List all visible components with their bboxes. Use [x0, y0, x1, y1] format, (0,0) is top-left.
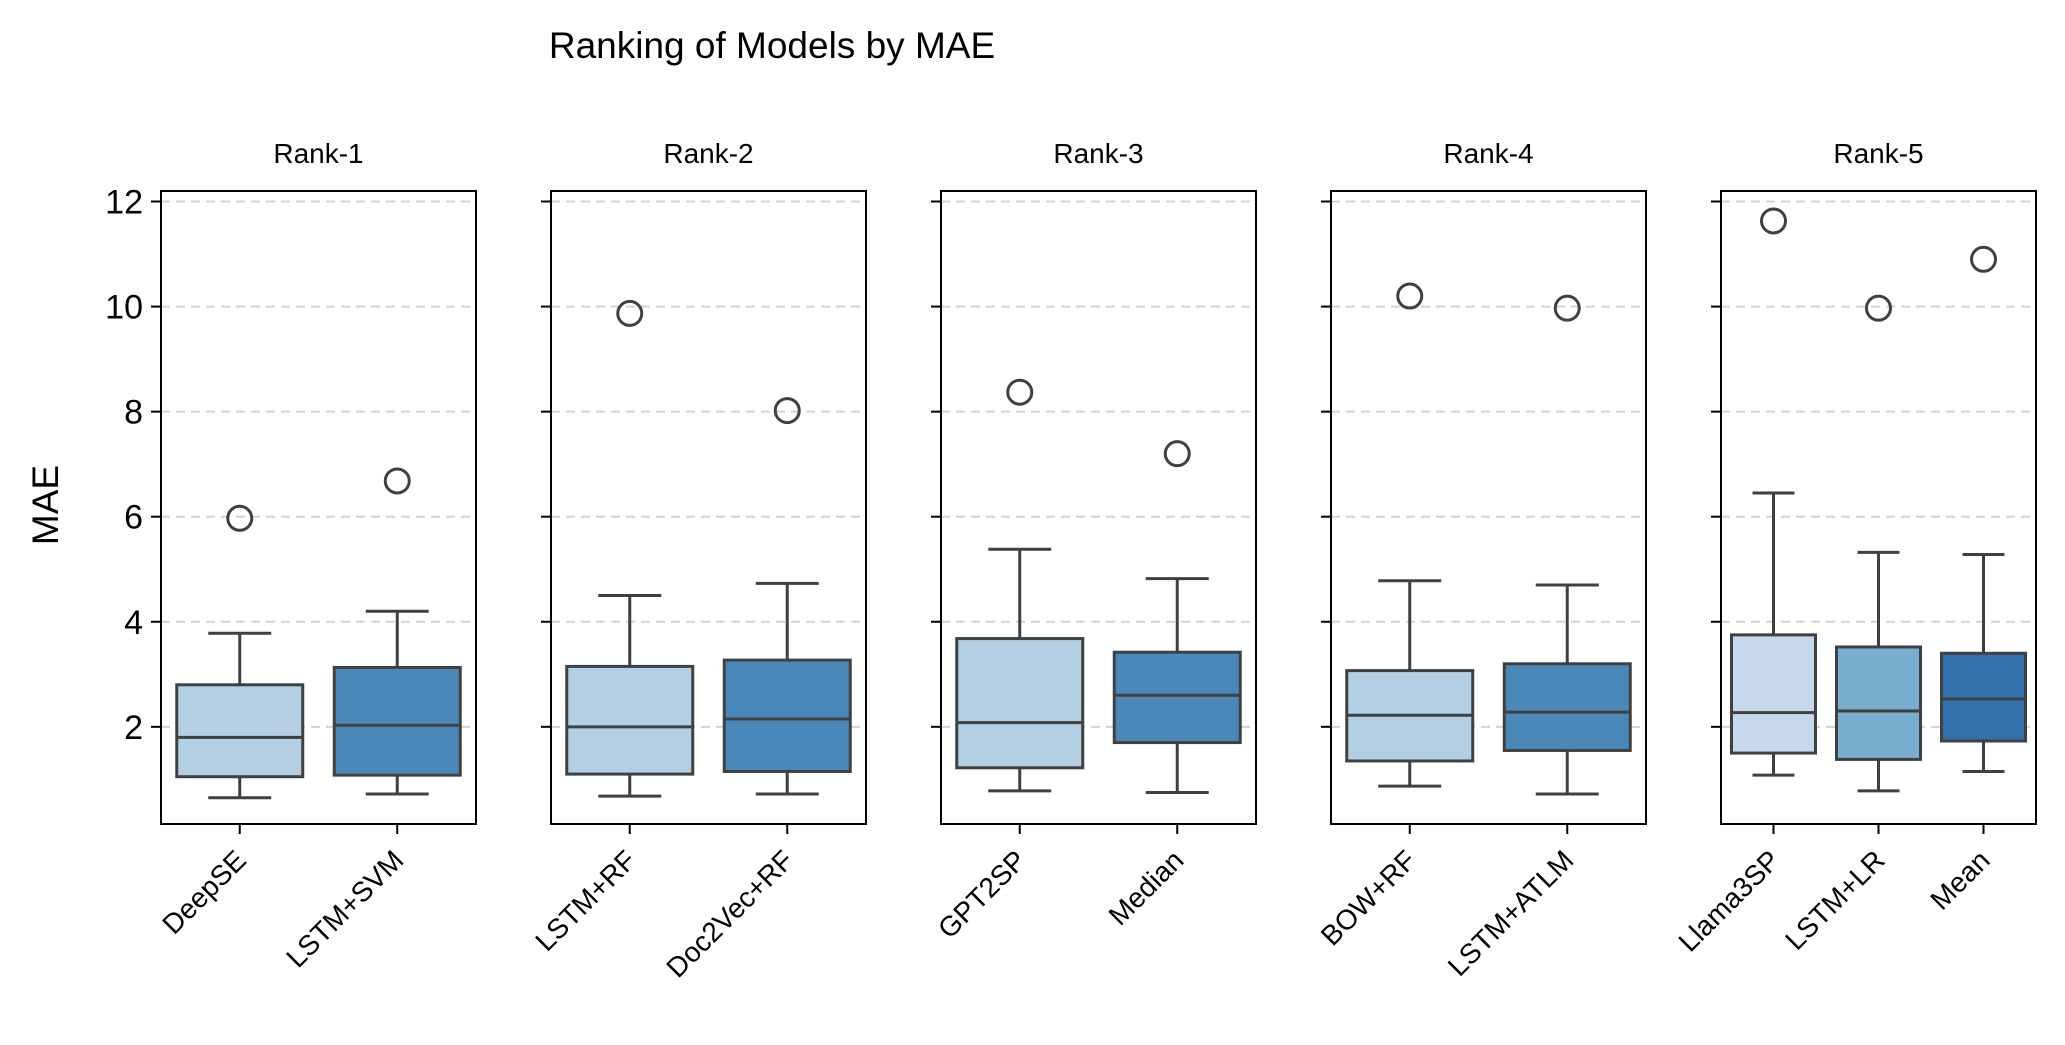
outlier-point [226, 504, 254, 532]
box-lstm-lr [1835, 294, 1922, 793]
y-tick-label: 6 [124, 499, 143, 537]
y-tick-label: 8 [124, 394, 143, 432]
y-tick-label: 10 [105, 289, 143, 327]
outlier-point [1970, 245, 1997, 273]
y-tick-label: 2 [124, 709, 143, 747]
iqr-box [722, 658, 852, 773]
outlier-point [1865, 294, 1892, 322]
chart-title: Ranking of Models by MAE [549, 25, 995, 66]
outlier-point [773, 397, 801, 425]
iqr-box [175, 683, 305, 779]
iqr-box [1502, 662, 1632, 752]
box-median [1112, 440, 1242, 794]
panel-frame [160, 190, 477, 825]
outlier-point [1396, 282, 1424, 310]
panel-frame [1720, 190, 2037, 825]
panel-title: Rank-4 [1443, 138, 1533, 169]
box-mean [1940, 245, 2027, 773]
panel-frame [1330, 190, 1647, 825]
box-deepse [175, 504, 305, 800]
box-lstm-svm [332, 467, 462, 796]
outlier-point [383, 467, 411, 495]
y-tick-label: 4 [124, 604, 143, 642]
panel-frame [940, 190, 1257, 825]
box-lstm-atlm [1502, 294, 1632, 796]
x-tick-label: Llama3SP [1672, 844, 1785, 957]
outlier-point [1006, 378, 1034, 406]
x-tick-label: LSTM+ATLM [1442, 844, 1580, 982]
box-lstm-rf [565, 299, 695, 798]
y-tick-label: 12 [105, 184, 143, 222]
panel-frame [550, 190, 867, 825]
iqr-box [1112, 650, 1242, 745]
iqr-box [1940, 651, 2027, 743]
x-tick-label: GPT2SP [932, 844, 1032, 944]
iqr-box [1835, 645, 1922, 761]
x-tick-label: Median [1103, 844, 1190, 931]
outlier-point [1163, 440, 1191, 468]
panel-2: LSTM+RF Doc2Vec+RF Rank-2 [529, 138, 867, 983]
outlier-point [1760, 207, 1787, 235]
panels-group: DeepSE LSTM+SVM 2 4 6 8 10 12 Rank-1 LSTM+RF Doc2V… [105, 138, 2037, 983]
panel-title: Rank-3 [1053, 138, 1143, 169]
x-tick-label: Doc2Vec+RF [660, 844, 799, 983]
panel-title: Rank-5 [1833, 138, 1923, 169]
x-tick-label: DeepSE [156, 844, 252, 940]
outlier-point [1553, 294, 1581, 322]
panel-3: GPT2SP Median Rank-3 [931, 138, 1257, 944]
box-gpt2sp [955, 378, 1085, 793]
panel-title: Rank-2 [663, 138, 753, 169]
panel-4: BOW+RF LSTM+ATLM Rank-4 [1315, 138, 1647, 982]
y-axis-label: MAE [25, 465, 66, 545]
box-llama3sp [1730, 207, 1817, 777]
x-tick-label: LSTM+RF [529, 844, 642, 957]
x-tick-label: LSTM+SVM [280, 844, 409, 973]
outlier-point [616, 299, 644, 327]
box-doc2vec-rf [722, 397, 852, 796]
iqr-box [332, 665, 462, 777]
iqr-box [565, 664, 695, 776]
x-tick-label: BOW+RF [1315, 844, 1422, 951]
box-bow-rf [1345, 282, 1475, 788]
iqr-box [1730, 633, 1817, 755]
panel-title: Rank-1 [273, 138, 363, 169]
panel-1: DeepSE LSTM+SVM 2 4 6 8 10 12 Rank-1 [105, 138, 477, 974]
x-tick-label: LSTM+LR [1779, 844, 1891, 956]
x-tick-label: Mean [1924, 844, 1995, 915]
iqr-box [955, 637, 1085, 770]
